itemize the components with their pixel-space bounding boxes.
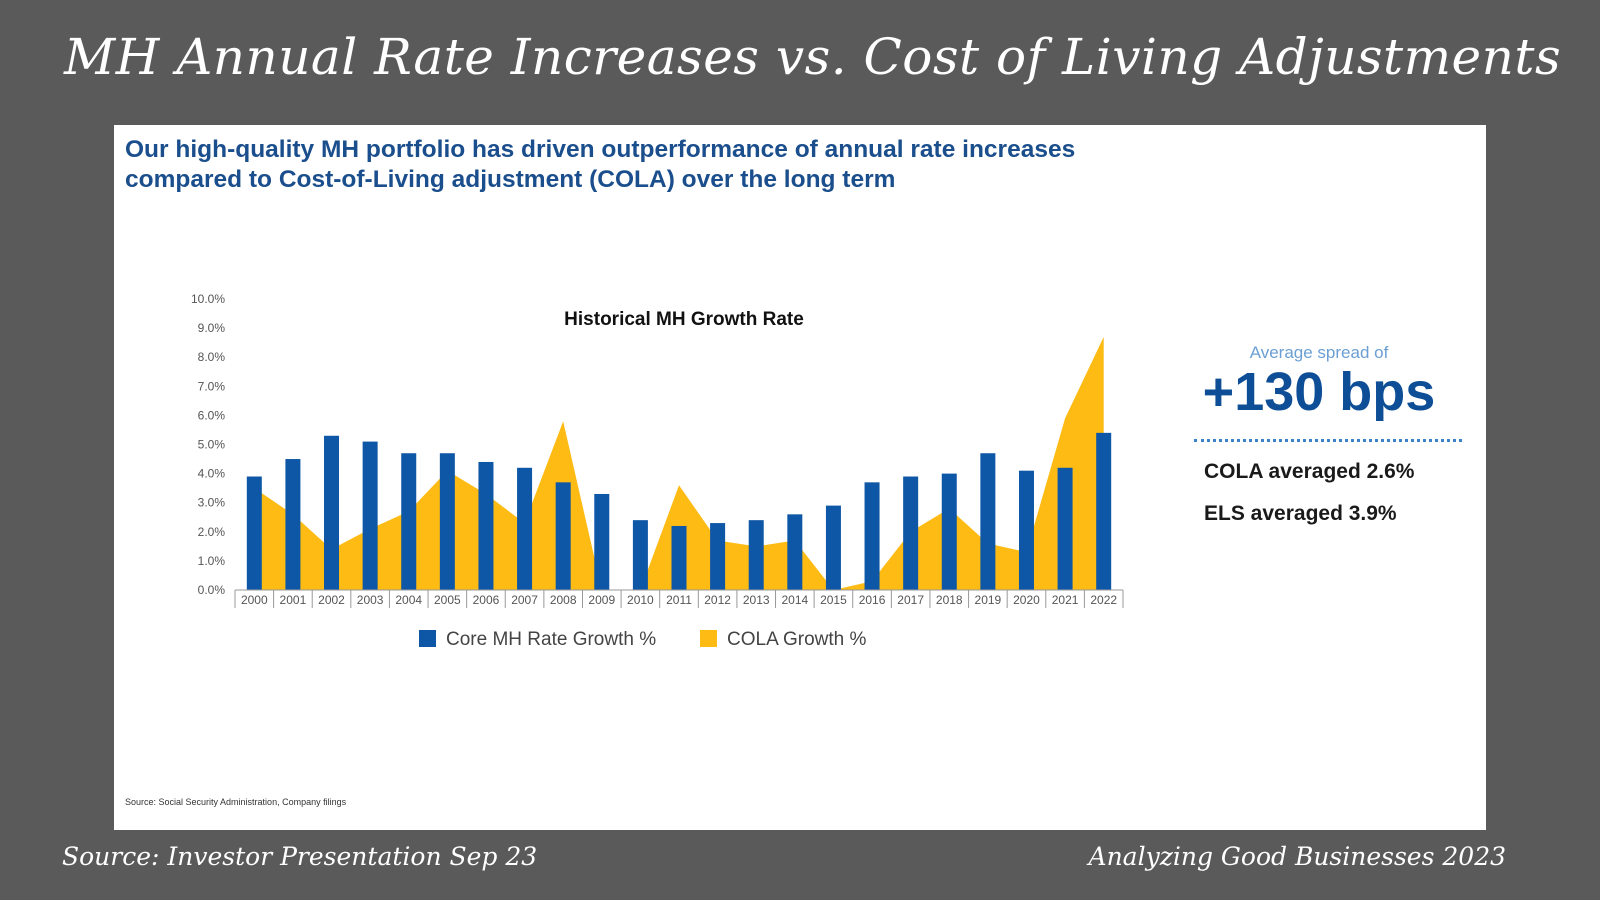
- bar-layer: [246, 432, 1112, 590]
- bar-2008: [555, 482, 571, 590]
- bar-2015: [825, 505, 841, 590]
- bar-2000: [246, 476, 262, 590]
- legend-swatch-2: [700, 630, 717, 647]
- x-tick-label: 2021: [1052, 593, 1079, 607]
- x-tick-label: 2014: [781, 593, 808, 607]
- bar-2018: [941, 473, 957, 590]
- bar-2002: [324, 435, 340, 590]
- legend-label-1: Core MH Rate Growth %: [446, 629, 656, 650]
- x-tick-label: 2009: [588, 593, 615, 607]
- bar-2009: [594, 493, 610, 590]
- panel-source-note: Source: Social Security Administration, …: [125, 797, 347, 807]
- panel-headline: Our high-quality MH portfolio has driven…: [125, 135, 1075, 195]
- bar-2014: [787, 514, 803, 590]
- y-tick-label: 8.0%: [198, 350, 226, 364]
- x-tick-label: 2011: [666, 593, 692, 607]
- x-tick-label: 2006: [473, 593, 500, 607]
- x-tick-label: 2000: [241, 593, 268, 607]
- cola-average: COLA averaged 2.6%: [1204, 460, 1415, 483]
- bar-2021: [1057, 467, 1073, 590]
- bar-2012: [710, 523, 726, 590]
- bar-2016: [864, 482, 880, 590]
- legend-swatch-1: [419, 630, 436, 647]
- x-tick-label: 2005: [434, 593, 461, 607]
- y-tick-label: 2.0%: [198, 525, 226, 539]
- bar-2007: [517, 467, 533, 590]
- chart-title: Historical MH Growth Rate: [564, 309, 804, 330]
- x-tick-label: 2013: [743, 593, 770, 607]
- x-tick-label: 2012: [704, 593, 731, 607]
- x-tick-label: 2002: [318, 593, 345, 607]
- spread-divider: [1194, 439, 1462, 442]
- bar-2011: [671, 525, 687, 590]
- chart-legend: Core MH Rate Growth % COLA Growth %: [419, 629, 866, 650]
- y-tick-label: 5.0%: [198, 438, 226, 452]
- y-tick-label: 6.0%: [198, 408, 226, 422]
- bar-2004: [401, 453, 417, 590]
- footer-brand: Analyzing Good Businesses 2023: [1088, 842, 1506, 871]
- bar-2020: [1018, 470, 1034, 590]
- x-tick-label: 2010: [627, 593, 654, 607]
- y-tick-label: 9.0%: [198, 321, 226, 335]
- spread-caption: Average spread of: [1249, 343, 1389, 362]
- bar-2001: [285, 459, 301, 590]
- x-tick-label: 2017: [897, 593, 924, 607]
- axis-layer: 2000 2001 2002 2003 2004 2005 2006 2007 2008 2009…: [191, 292, 1124, 608]
- x-tick-label: 2019: [975, 593, 1002, 607]
- bar-2019: [980, 453, 996, 590]
- cola-area-layer: [254, 336, 1104, 590]
- bar-2013: [748, 520, 764, 590]
- bar-2022: [1096, 432, 1112, 590]
- els-average: ELS averaged 3.9%: [1204, 502, 1397, 525]
- footer-source: Source: Investor Presentation Sep 23: [62, 842, 538, 871]
- y-tick-label: 3.0%: [198, 496, 226, 510]
- cola-area: [254, 336, 1104, 590]
- chart-panel: Our high-quality MH portfolio has driven…: [114, 125, 1486, 830]
- x-tick-label: 2022: [1090, 593, 1117, 607]
- headline-line-2: compared to Cost-of-Living adjustment (C…: [125, 166, 896, 193]
- growth-rate-chart: 2000 2001 2002 2003 2004 2005 2006 2007 2008 2009…: [191, 292, 1124, 650]
- y-tick-label: 7.0%: [198, 379, 226, 393]
- headline-line-1: Our high-quality MH portfolio has driven…: [125, 136, 1076, 163]
- x-tick-label: 2016: [859, 593, 886, 607]
- bar-2017: [903, 476, 919, 590]
- y-tick-label: 4.0%: [198, 467, 226, 481]
- x-tick-label: 2015: [820, 593, 847, 607]
- x-tick-label: 2004: [395, 593, 422, 607]
- x-tick-label: 2020: [1013, 593, 1040, 607]
- bar-2010: [632, 520, 648, 590]
- x-tick-label: 2008: [550, 593, 577, 607]
- bar-2003: [362, 441, 378, 590]
- x-tick-label: 2018: [936, 593, 963, 607]
- spread-value: +130 bps: [1202, 362, 1436, 422]
- legend-label-2: COLA Growth %: [727, 629, 866, 650]
- bar-2006: [478, 461, 494, 590]
- y-tick-label: 0.0%: [198, 583, 226, 597]
- y-tick-label: 1.0%: [198, 554, 226, 568]
- x-tick-label: 2001: [280, 593, 307, 607]
- slide-title: MH Annual Rate Increases vs. Cost of Liv…: [64, 28, 1562, 86]
- y-tick-label: 10.0%: [191, 292, 225, 306]
- x-tick-label: 2007: [511, 593, 538, 607]
- bar-2005: [439, 453, 455, 590]
- x-tick-label: 2003: [357, 593, 384, 607]
